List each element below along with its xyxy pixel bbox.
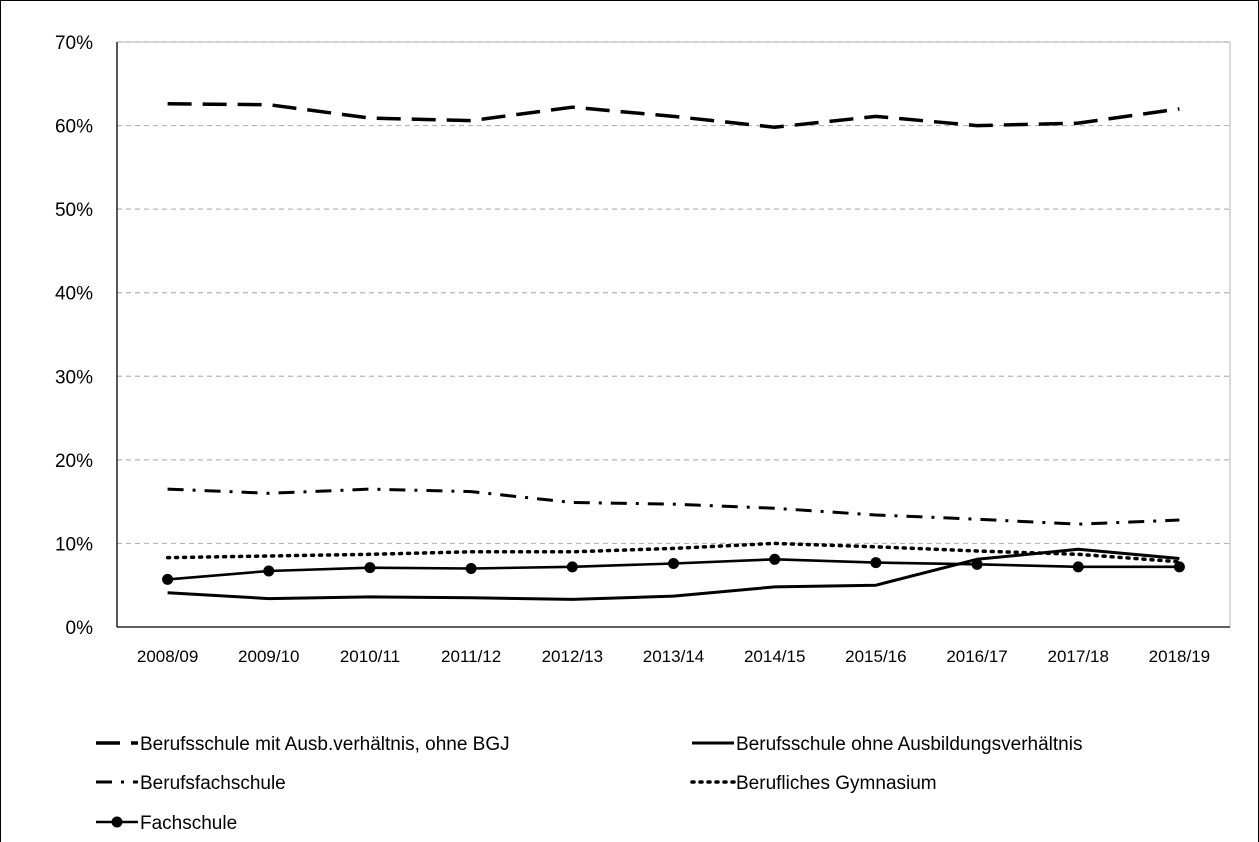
legend-item: Berufsschule mit Ausb.verhältnis, ohne B…	[96, 734, 510, 755]
legend-label: Berufliches Gymnasium	[736, 773, 937, 794]
x-tick-label: 2017/18	[1048, 647, 1109, 666]
x-tick-label: 2012/13	[542, 647, 603, 666]
y-tick-label: 70%	[55, 33, 93, 54]
x-tick-label: 2011/12	[441, 647, 501, 666]
series-4-marker	[162, 573, 174, 585]
x-tick-label: 2009/10	[238, 647, 299, 666]
series-4-marker	[1173, 561, 1185, 573]
legend-item: Berufliches Gymnasium	[690, 773, 937, 794]
series-4-marker	[1072, 561, 1084, 573]
legend-item: Berufsschule ohne Ausbildungsverhältnis	[692, 734, 1082, 755]
legend-item: Fachschule	[96, 813, 237, 834]
y-tick-label: 10%	[55, 534, 93, 555]
series-lines	[162, 102, 1185, 601]
series-4-marker	[465, 563, 477, 574]
series-4-marker	[364, 562, 376, 574]
series-4-marker	[668, 557, 679, 569]
x-tick-label: 2015/16	[845, 647, 906, 666]
legend: Berufsschule mit Ausb.verhältnis, ohne B…	[96, 734, 1082, 834]
legend-label: Berufsfachschule	[140, 773, 286, 794]
series-4-marker	[263, 565, 275, 577]
series-4-marker	[870, 557, 882, 569]
y-tick-label: 0%	[66, 618, 94, 639]
series-line-2	[167, 487, 1180, 526]
series-line-1	[167, 547, 1180, 601]
legend-label: Fachschule	[140, 813, 237, 834]
x-tick-label: 2010/11	[340, 647, 400, 666]
legend-marker	[111, 816, 123, 828]
y-tick-label: 30%	[55, 367, 93, 388]
x-tick-label: 2018/19	[1149, 647, 1210, 666]
x-tick-label: 2013/14	[643, 647, 704, 666]
legend-label: Berufsschule ohne Ausbildungsverhältnis	[736, 734, 1082, 755]
x-tick-label: 2008/09	[137, 647, 198, 666]
x-tick-label: 2016/17	[946, 647, 1007, 666]
y-tick-label: 60%	[55, 117, 93, 138]
series-line-0	[167, 102, 1180, 129]
y-tick-label: 50%	[55, 200, 93, 221]
axes: 0% 10% 20% 30% 40% 50% 60% 70% 2008/09 2009/10 201…	[55, 33, 1231, 666]
legend-item: Berufsfachschule	[96, 773, 286, 794]
series-line-3	[165, 541, 1182, 564]
x-tick-label: 2014/15	[744, 647, 805, 666]
series-4-marker	[971, 558, 983, 570]
y-tick-label: 40%	[55, 284, 93, 305]
legend-label: Berufsschule mit Ausb.verhältnis, ohne B…	[140, 734, 510, 755]
y-tick-label: 20%	[55, 451, 93, 472]
series-4-marker	[769, 553, 781, 565]
series-4-marker	[566, 561, 578, 573]
